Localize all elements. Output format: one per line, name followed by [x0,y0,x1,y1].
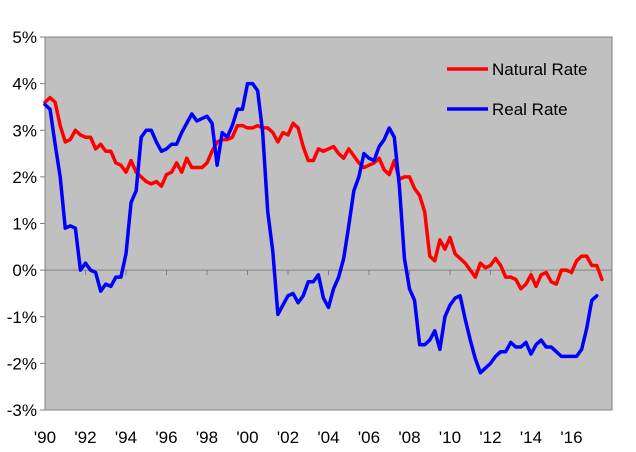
y-tick-label: -3% [7,401,37,420]
series-line-real-rate [43,81,599,375]
y-tick-label: 2% [12,168,37,187]
axes: 5% 4% 3% 2% 1% 0% -1% -2% -3% '90 '92 '94 '96 '98 '00 '… [7,28,612,447]
x-tick-label: '16 [560,428,582,447]
legend-label: Natural Rate [492,60,587,79]
y-tick-label: 0% [12,261,37,280]
x-tick-label: '04 [317,428,339,447]
x-tick-label: '94 [115,428,137,447]
y-tick-label: -1% [7,308,37,327]
y-tick-label: 3% [12,121,37,140]
x-tick-label: '92 [74,428,96,447]
y-tick-label: 1% [12,215,37,234]
x-tick-label: '08 [398,428,420,447]
legend: Natural Rate Real Rate [447,60,587,119]
series-layer [43,81,604,375]
x-tick-label: '98 [196,428,218,447]
y-tick-label: 4% [12,75,37,94]
legend-label: Real Rate [492,100,568,119]
x-tick-label: '14 [520,428,542,447]
y-tick-label: 5% [12,28,37,47]
x-tick-label: '12 [479,428,501,447]
x-tick-label: '02 [277,428,299,447]
x-tick-label: '90 [34,428,56,447]
y-tick-label: -2% [7,354,37,373]
x-tick-label: '96 [155,428,177,447]
x-tick-label: '00 [236,428,258,447]
x-tick-label: '10 [439,428,461,447]
x-tick-label: '06 [358,428,380,447]
